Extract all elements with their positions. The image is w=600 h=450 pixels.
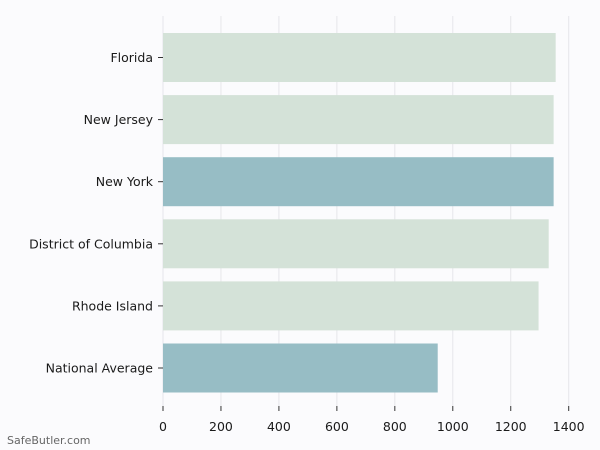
x-tick-label: 200 bbox=[209, 419, 233, 434]
y-tick-label: Rhode Island bbox=[72, 298, 153, 313]
y-tick-label: National Average bbox=[46, 361, 154, 376]
x-tick-label: 800 bbox=[383, 419, 407, 434]
bar-new-york bbox=[163, 157, 554, 207]
x-tick-label: 400 bbox=[267, 419, 291, 434]
y-tick-label: New Jersey bbox=[84, 112, 154, 127]
y-tick-label: New York bbox=[96, 174, 154, 189]
y-tick-label: District of Columbia bbox=[29, 236, 153, 251]
bar-rhode-island bbox=[163, 281, 539, 331]
y-tick-label: Florida bbox=[110, 50, 153, 65]
bar-new-jersey bbox=[163, 95, 554, 145]
x-tick-label: 1400 bbox=[553, 419, 585, 434]
x-tick-label: 1000 bbox=[437, 419, 469, 434]
x-tick-label: 0 bbox=[159, 419, 167, 434]
bar-district-of-columbia bbox=[163, 219, 549, 269]
bar-florida bbox=[163, 33, 556, 82]
x-tick-label: 600 bbox=[325, 419, 349, 434]
watermark: SafeButler.com bbox=[7, 434, 91, 447]
bar-national-average bbox=[163, 343, 438, 393]
x-tick-label: 1200 bbox=[495, 419, 527, 434]
